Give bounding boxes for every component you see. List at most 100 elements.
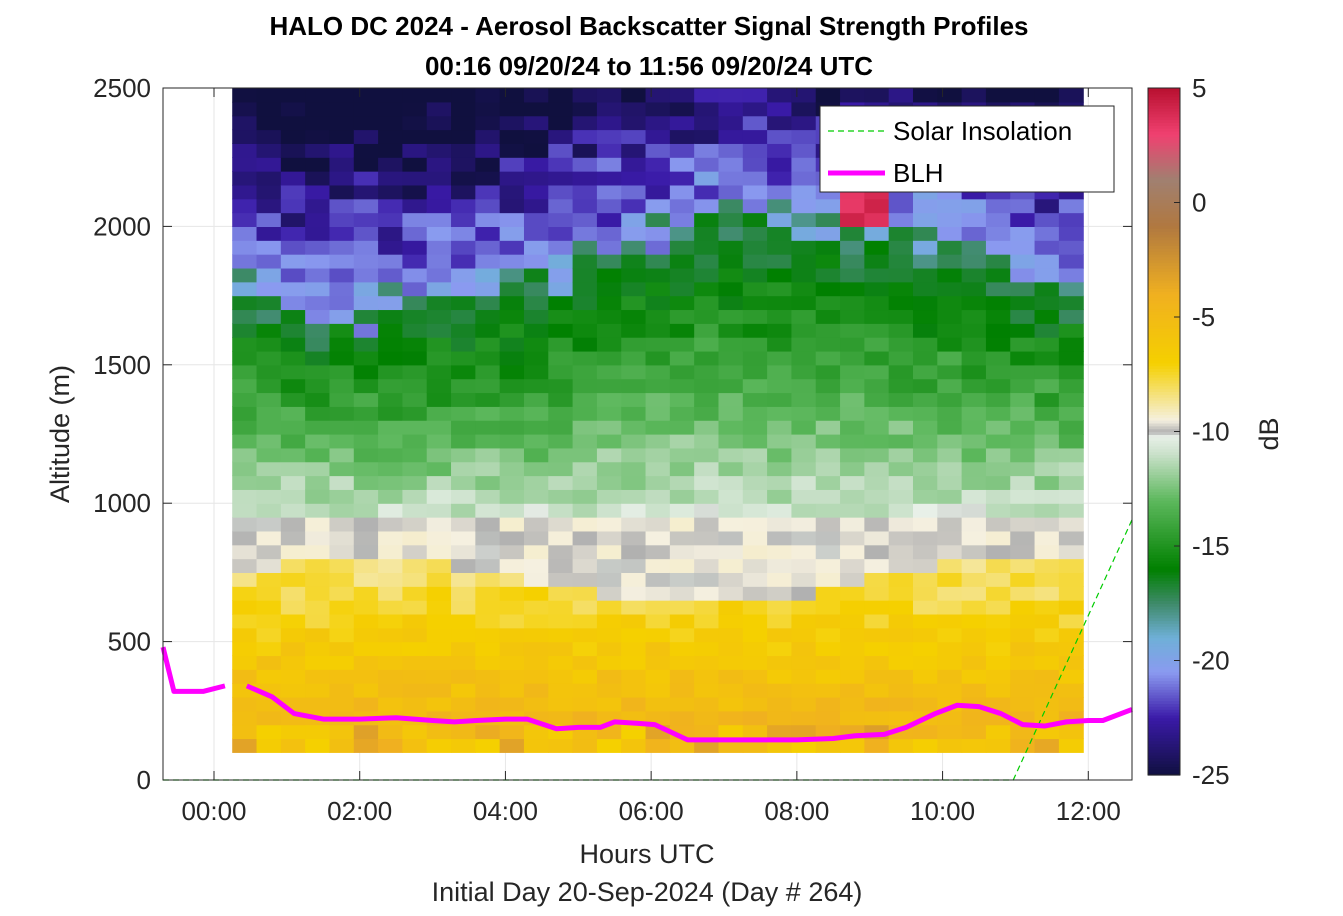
colorbar-segment <box>1148 511 1180 516</box>
heatmap-cell <box>329 171 355 186</box>
heatmap-cell <box>985 627 1011 643</box>
heatmap-cell <box>718 572 744 587</box>
heatmap-cell <box>499 281 525 297</box>
colorbar-segment <box>1148 417 1180 421</box>
blh-line-segment <box>245 683 1133 743</box>
colorbar-segment <box>1148 431 1180 435</box>
heatmap-cell <box>548 669 574 684</box>
heatmap-cell <box>621 544 647 560</box>
colorbar: 50-5-10-15-20-25 <box>1147 73 1230 790</box>
heatmap-cell <box>669 503 695 518</box>
heatmap-cell <box>1034 489 1060 504</box>
heatmap-cell <box>475 350 501 366</box>
heatmap-cell <box>280 143 306 158</box>
heatmap-cell <box>912 198 938 214</box>
heatmap-cell <box>985 489 1011 504</box>
heatmap-cell <box>912 558 938 573</box>
heatmap-cell <box>426 447 452 463</box>
heatmap-cell <box>280 129 306 144</box>
heatmap-cell <box>840 517 865 532</box>
heatmap-cell <box>523 378 549 394</box>
heatmap-cell <box>694 447 720 463</box>
heatmap-cell <box>742 600 768 615</box>
heatmap-cell <box>378 406 404 421</box>
colorbar-segment <box>1148 531 1180 536</box>
heatmap-cell <box>937 240 963 255</box>
heatmap-cell <box>621 378 647 394</box>
heatmap-cell <box>864 544 890 560</box>
heatmap-cell <box>669 475 695 490</box>
heatmap-cell <box>523 600 549 615</box>
heatmap-cell <box>888 406 914 421</box>
heatmap-cell <box>815 544 841 560</box>
heatmap-cell <box>645 350 671 366</box>
heatmap-cell <box>329 115 355 131</box>
x-tick-label: 08:00 <box>764 796 829 826</box>
heatmap-cell <box>475 406 501 421</box>
colorbar-segment <box>1148 726 1180 730</box>
heatmap-cell <box>742 503 768 518</box>
heatmap-cell <box>694 129 720 144</box>
heatmap-cell <box>596 600 622 615</box>
heatmap-cell <box>1058 226 1084 241</box>
colorbar-tick-label: -15 <box>1192 531 1230 561</box>
heatmap-cell <box>548 115 574 131</box>
heatmap-cell <box>596 378 622 394</box>
heatmap-cell <box>937 517 963 532</box>
heatmap-cell <box>475 724 501 740</box>
heatmap-cell <box>256 572 282 587</box>
heatmap-cell <box>548 530 574 546</box>
heatmap-cell <box>353 420 379 435</box>
heatmap-cell <box>499 171 525 186</box>
heatmap-cell <box>353 323 379 338</box>
heatmap-cell <box>305 572 331 587</box>
colorbar-segment <box>1148 145 1180 149</box>
heatmap-cell <box>499 212 525 227</box>
heatmap-cell <box>402 254 428 269</box>
heatmap-cell <box>256 115 282 131</box>
heatmap-cell <box>840 710 865 726</box>
heatmap-cell <box>475 337 501 352</box>
heatmap-cell <box>596 115 622 131</box>
heatmap-cell <box>572 406 598 421</box>
colorbar-segment <box>1148 337 1180 341</box>
heatmap-cell <box>232 309 258 324</box>
heatmap-cell <box>305 143 331 158</box>
heatmap-cell <box>232 184 258 200</box>
heatmap-cell <box>1034 503 1060 518</box>
heatmap-cell <box>985 350 1011 366</box>
colorbar-segment <box>1148 488 1180 493</box>
heatmap-cell <box>1058 420 1084 435</box>
heatmap-cell <box>791 281 817 297</box>
heatmap-cell <box>985 240 1011 255</box>
heatmap-cell <box>475 364 501 380</box>
heatmap-cell <box>1010 503 1036 518</box>
heatmap-cell <box>985 517 1011 532</box>
heatmap-cell <box>596 475 622 490</box>
heatmap-cell <box>645 240 671 255</box>
heatmap-cell <box>232 267 258 283</box>
heatmap-cell <box>305 530 331 546</box>
heatmap-cell <box>840 295 865 311</box>
heatmap-cell <box>791 627 817 643</box>
heatmap-cell <box>426 613 452 629</box>
colorbar-segment <box>1148 176 1180 181</box>
heatmap-cell <box>1058 517 1084 532</box>
heatmap-cell <box>645 461 671 477</box>
heatmap-cell <box>426 503 452 518</box>
heatmap-cell <box>840 420 865 435</box>
colorbar-segment <box>1148 571 1180 576</box>
heatmap-cell <box>548 184 574 200</box>
heatmap-cell <box>912 600 938 615</box>
colorbar-segment <box>1148 568 1180 573</box>
heatmap-cell <box>815 489 841 504</box>
heatmap-cell <box>256 738 282 753</box>
heatmap-cell <box>1010 254 1036 269</box>
heatmap-cell <box>888 475 914 490</box>
colorbar-segment <box>1148 566 1180 570</box>
colorbar-segment <box>1148 617 1180 622</box>
heatmap-cell <box>621 517 647 532</box>
heatmap-cell <box>572 489 598 504</box>
heatmap-cell <box>937 434 963 449</box>
heatmap-cell <box>402 240 428 255</box>
